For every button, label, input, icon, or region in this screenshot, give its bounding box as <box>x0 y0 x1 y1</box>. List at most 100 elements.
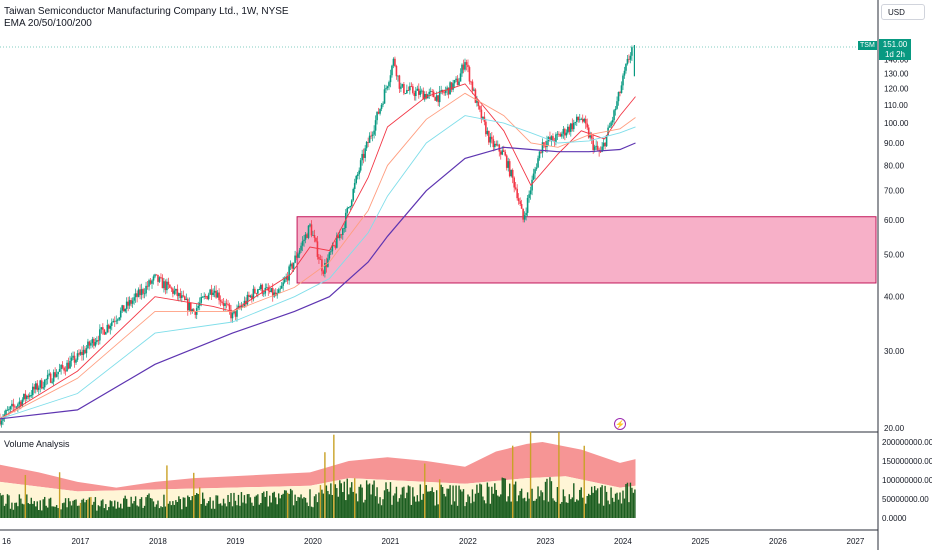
volume-bar <box>511 445 514 518</box>
candle-body <box>520 204 523 209</box>
volume-bar <box>72 500 74 518</box>
volume-bar <box>342 492 344 518</box>
candle-body <box>2 418 4 421</box>
volume-bar <box>301 498 304 518</box>
volume-bar <box>567 502 569 518</box>
volume-bar <box>537 486 539 518</box>
candle-body <box>574 121 577 123</box>
volume-bar <box>316 502 319 518</box>
currency-selector[interactable]: USD <box>881 4 925 20</box>
volume-bar <box>620 503 623 518</box>
volume-bar <box>187 495 189 518</box>
volume-bar <box>234 500 237 518</box>
price-tick-label: 50.00 <box>884 250 905 259</box>
volume-bar <box>12 509 15 518</box>
candle-body <box>285 276 287 280</box>
candle-body <box>240 306 243 308</box>
candle-body <box>492 139 495 148</box>
volume-bar <box>477 492 480 518</box>
lightning-icon[interactable]: ⚡ <box>614 418 626 430</box>
candle-body <box>443 92 445 94</box>
indicator-legend[interactable]: EMA 20/50/100/200 <box>4 18 92 29</box>
candle-body <box>508 161 511 177</box>
volume-bar <box>552 498 554 518</box>
candle-body <box>57 371 59 375</box>
volume-bar <box>455 485 457 518</box>
volume-bar <box>368 483 371 518</box>
candle-body <box>125 301 128 309</box>
volume-bar <box>507 496 509 518</box>
candle-body <box>279 288 281 290</box>
candle-body <box>119 310 122 318</box>
candle-body <box>72 355 74 358</box>
candle-body <box>262 293 265 295</box>
candle-body <box>221 301 223 303</box>
volume-bar <box>199 487 201 518</box>
candle-body <box>14 406 16 408</box>
volume-bar <box>550 481 553 518</box>
candle-body <box>555 134 557 143</box>
volume-bar <box>473 501 475 518</box>
candle-body <box>99 329 101 341</box>
candle-body <box>373 130 375 135</box>
volume-bar <box>99 506 101 518</box>
volume-bar <box>279 498 281 518</box>
volume-bar <box>182 497 185 518</box>
volume-pane-title[interactable]: Volume Analysis <box>4 439 70 449</box>
volume-bar <box>254 496 256 518</box>
candle-body <box>491 136 493 140</box>
volume-bar <box>140 497 143 518</box>
candle-body <box>66 362 68 372</box>
volume-bar <box>324 452 326 518</box>
volume-bar <box>118 507 120 518</box>
candle-body <box>331 244 334 252</box>
candle-body <box>410 86 413 87</box>
price-tick-label: 60.00 <box>884 216 905 225</box>
volume-bar <box>252 505 255 518</box>
volume-bar <box>571 497 574 518</box>
volume-bar <box>193 472 195 518</box>
volume-bar <box>345 500 347 518</box>
candle-body <box>172 288 174 294</box>
candle-body <box>21 399 24 407</box>
volume-bar <box>66 507 68 518</box>
candle-body <box>570 123 572 132</box>
candle-body <box>5 410 7 415</box>
volume-bar <box>395 486 398 518</box>
candle-body <box>324 262 326 274</box>
candle-body <box>46 374 49 380</box>
volume-bar <box>124 495 126 518</box>
candle-body <box>67 362 70 369</box>
candle-body <box>501 150 504 155</box>
candle-body <box>182 295 185 297</box>
volume-bar <box>57 508 59 518</box>
volume-bar <box>415 501 417 518</box>
volume-bar <box>215 495 217 518</box>
candle-body <box>567 126 569 133</box>
volume-bar <box>151 498 153 518</box>
volume-bar <box>17 506 19 518</box>
candle-body <box>625 63 627 71</box>
volume-bar <box>24 474 27 518</box>
volume-bar <box>559 503 562 518</box>
candle-body <box>75 359 77 363</box>
candle-body <box>590 135 593 139</box>
volume-bar <box>440 484 442 518</box>
candle-body <box>29 395 31 398</box>
candle-body <box>234 311 237 317</box>
candle-body <box>81 351 83 356</box>
candle-body <box>154 274 156 277</box>
volume-bar <box>547 501 550 518</box>
volume-bar <box>18 494 21 518</box>
candle-body <box>113 320 116 322</box>
volume-bar <box>622 490 624 518</box>
volume-bar <box>36 501 38 518</box>
volume-bar <box>406 492 408 518</box>
candle-body <box>231 313 234 319</box>
volume-bar <box>331 494 334 518</box>
candle-body <box>447 87 450 95</box>
volume-bar <box>51 506 53 518</box>
candle-body <box>534 169 536 174</box>
volume-bar <box>328 494 331 518</box>
volume-bar <box>351 482 353 518</box>
